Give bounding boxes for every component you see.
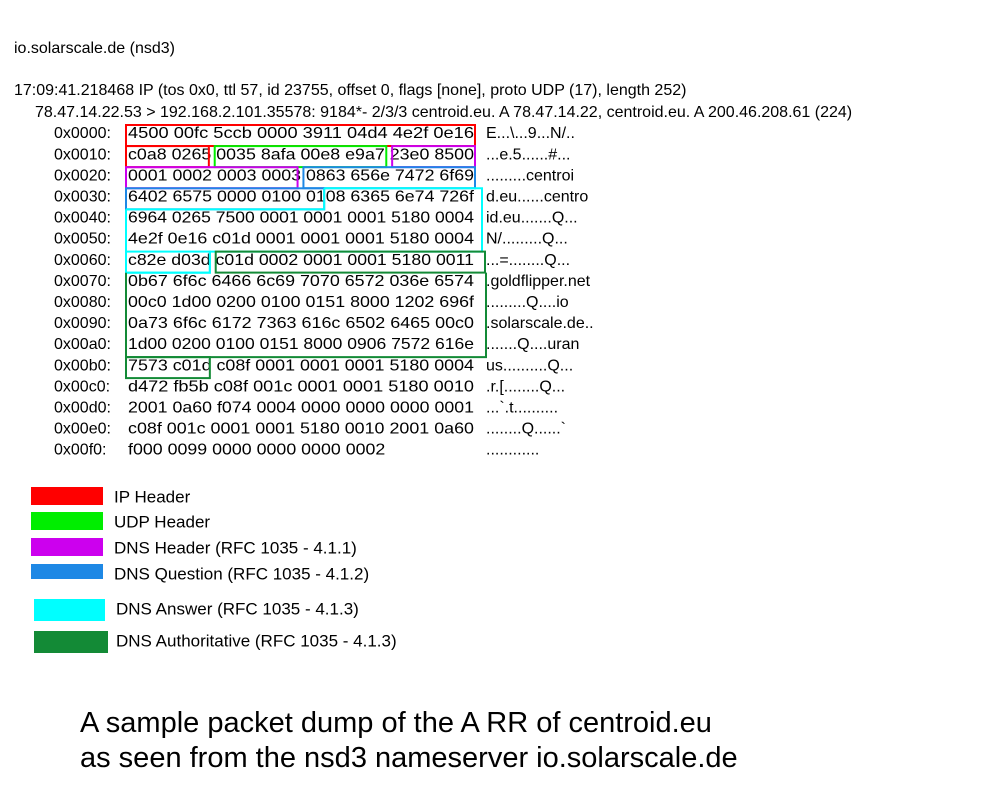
dump-ascii: .........centroi (486, 167, 574, 184)
dump-offset: 0x00e0: (54, 421, 111, 438)
dump-offset: 0x0030: (54, 189, 111, 206)
legend-label: DNS Authoritative (RFC 1035 - 4.1.3) (116, 631, 397, 650)
host-title: io.solarscale.de (nsd3) (14, 40, 175, 57)
dump-offset: 0x00b0: (54, 357, 111, 374)
dump-hex: 2001 0a60 f074 0004 0000 0000 0000 0001 (128, 400, 474, 417)
caption-line-1: A sample packet dump of the A RR of cent… (80, 707, 712, 739)
dump-ascii: ...`.t.......... (486, 400, 558, 417)
dump-hex: 1d00 0200 0100 0151 8000 0906 7572 616e (128, 336, 474, 353)
legend-label: DNS Answer (RFC 1035 - 4.1.3) (116, 599, 359, 618)
dump-offset: 0x0020: (54, 167, 111, 184)
legend-label: IP Header (114, 487, 191, 506)
dump-ascii: N/.........Q... (486, 231, 568, 248)
legend-swatch (31, 564, 103, 579)
dump-hex: 0b67 6f6c 6466 6c69 7070 6572 036e 6574 (128, 273, 474, 290)
dump-hex: 0001 0002 0003 0003 0863 656e 7472 6f69 (128, 167, 474, 184)
dump-ascii: d.eu......centro (486, 189, 588, 206)
dump-ascii: ............ (486, 442, 539, 459)
dump-hex: 00c0 1d00 0200 0100 0151 8000 1202 696f (128, 294, 475, 311)
dump-offset: 0x00f0: (54, 442, 106, 459)
legend-label: DNS Question (RFC 1035 - 4.1.2) (114, 564, 369, 583)
legend-swatch (34, 599, 105, 621)
dump-hex: 4500 00fc 5ccb 0000 3911 04d4 4e2f 0e16 (128, 125, 474, 142)
dump-ascii: .......Q....uran (486, 336, 579, 353)
dump-ascii: ........Q......` (486, 421, 566, 438)
dump-offset: 0x00a0: (54, 336, 111, 353)
legend-swatch (31, 512, 103, 530)
dns-query-line: 78.47.14.22.53 > 192.168.2.101.35578: 91… (35, 104, 853, 121)
dump-hex: d472 fb5b c08f 001c 0001 0001 5180 0010 (128, 378, 474, 395)
dump-ascii: .goldflipper.net (486, 273, 591, 290)
dump-offset: 0x0010: (54, 146, 111, 163)
dump-hex: 6964 0265 7500 0001 0001 0001 5180 0004 (128, 210, 474, 227)
dump-ascii: .solarscale.de.. (486, 315, 594, 332)
dump-hex: 4e2f 0e16 c01d 0001 0001 0001 5180 0004 (128, 231, 474, 248)
legend-label: DNS Header (RFC 1035 - 4.1.1) (114, 538, 357, 557)
dump-offset: 0x0040: (54, 210, 111, 227)
dump-offset: 0x0080: (54, 294, 111, 311)
dump-offset: 0x0060: (54, 252, 111, 269)
dump-offset: 0x00d0: (54, 400, 111, 417)
dns-answer-box-end (125, 250, 211, 274)
dump-hex: 0a73 6f6c 6172 7363 616c 6502 6465 00c0 (128, 315, 474, 332)
dump-hex: 6402 6575 0000 0100 0108 6365 6e74 726f (128, 189, 475, 206)
dump-ascii: ...e.5......#... (486, 146, 570, 163)
dump-ascii: us..........Q... (486, 357, 573, 374)
dump-offset: 0x00c0: (54, 378, 110, 395)
dump-offset: 0x0070: (54, 273, 111, 290)
dump-ascii: .r.[........Q... (486, 378, 565, 395)
packet-summary: 17:09:41.218468 IP (tos 0x0, ttl 57, id … (14, 82, 687, 99)
dump-ascii: ...=........Q... (486, 252, 570, 269)
dump-ascii: E...\...9...N/.. (486, 125, 575, 142)
dump-offset: 0x0050: (54, 231, 111, 248)
legend-swatch (31, 487, 103, 505)
dump-ascii: .........Q....io (486, 294, 569, 311)
dump-hex: c08f 001c 0001 0001 5180 0010 2001 0a60 (128, 421, 474, 438)
udp-header-box (213, 145, 388, 169)
dns-authoritative-box-end (125, 356, 211, 380)
dns-authoritative-region (125, 272, 487, 359)
dump-offset: 0x0000: (54, 125, 111, 142)
dump-hex: c82e d03d c01d 0002 0001 0001 5180 0011 (128, 252, 474, 269)
legend-label: UDP Header (114, 512, 210, 531)
dump-ascii: id.eu.......Q... (486, 210, 578, 227)
legend-swatch (34, 631, 108, 653)
dump-hex: c0a8 0265 0035 8afa 00e8 e9a7 23e0 8500 (128, 146, 474, 163)
dns-authoritative-box (214, 250, 486, 274)
dump-hex: f000 0099 0000 0000 0000 0002 (128, 442, 385, 459)
dump-offset: 0x0090: (54, 315, 111, 332)
legend-swatch (31, 538, 103, 556)
caption-line-2: as seen from the nsd3 nameserver io.sola… (80, 742, 738, 774)
dump-hex: 7573 c01d c08f 0001 0001 0001 5180 0004 (128, 357, 474, 374)
